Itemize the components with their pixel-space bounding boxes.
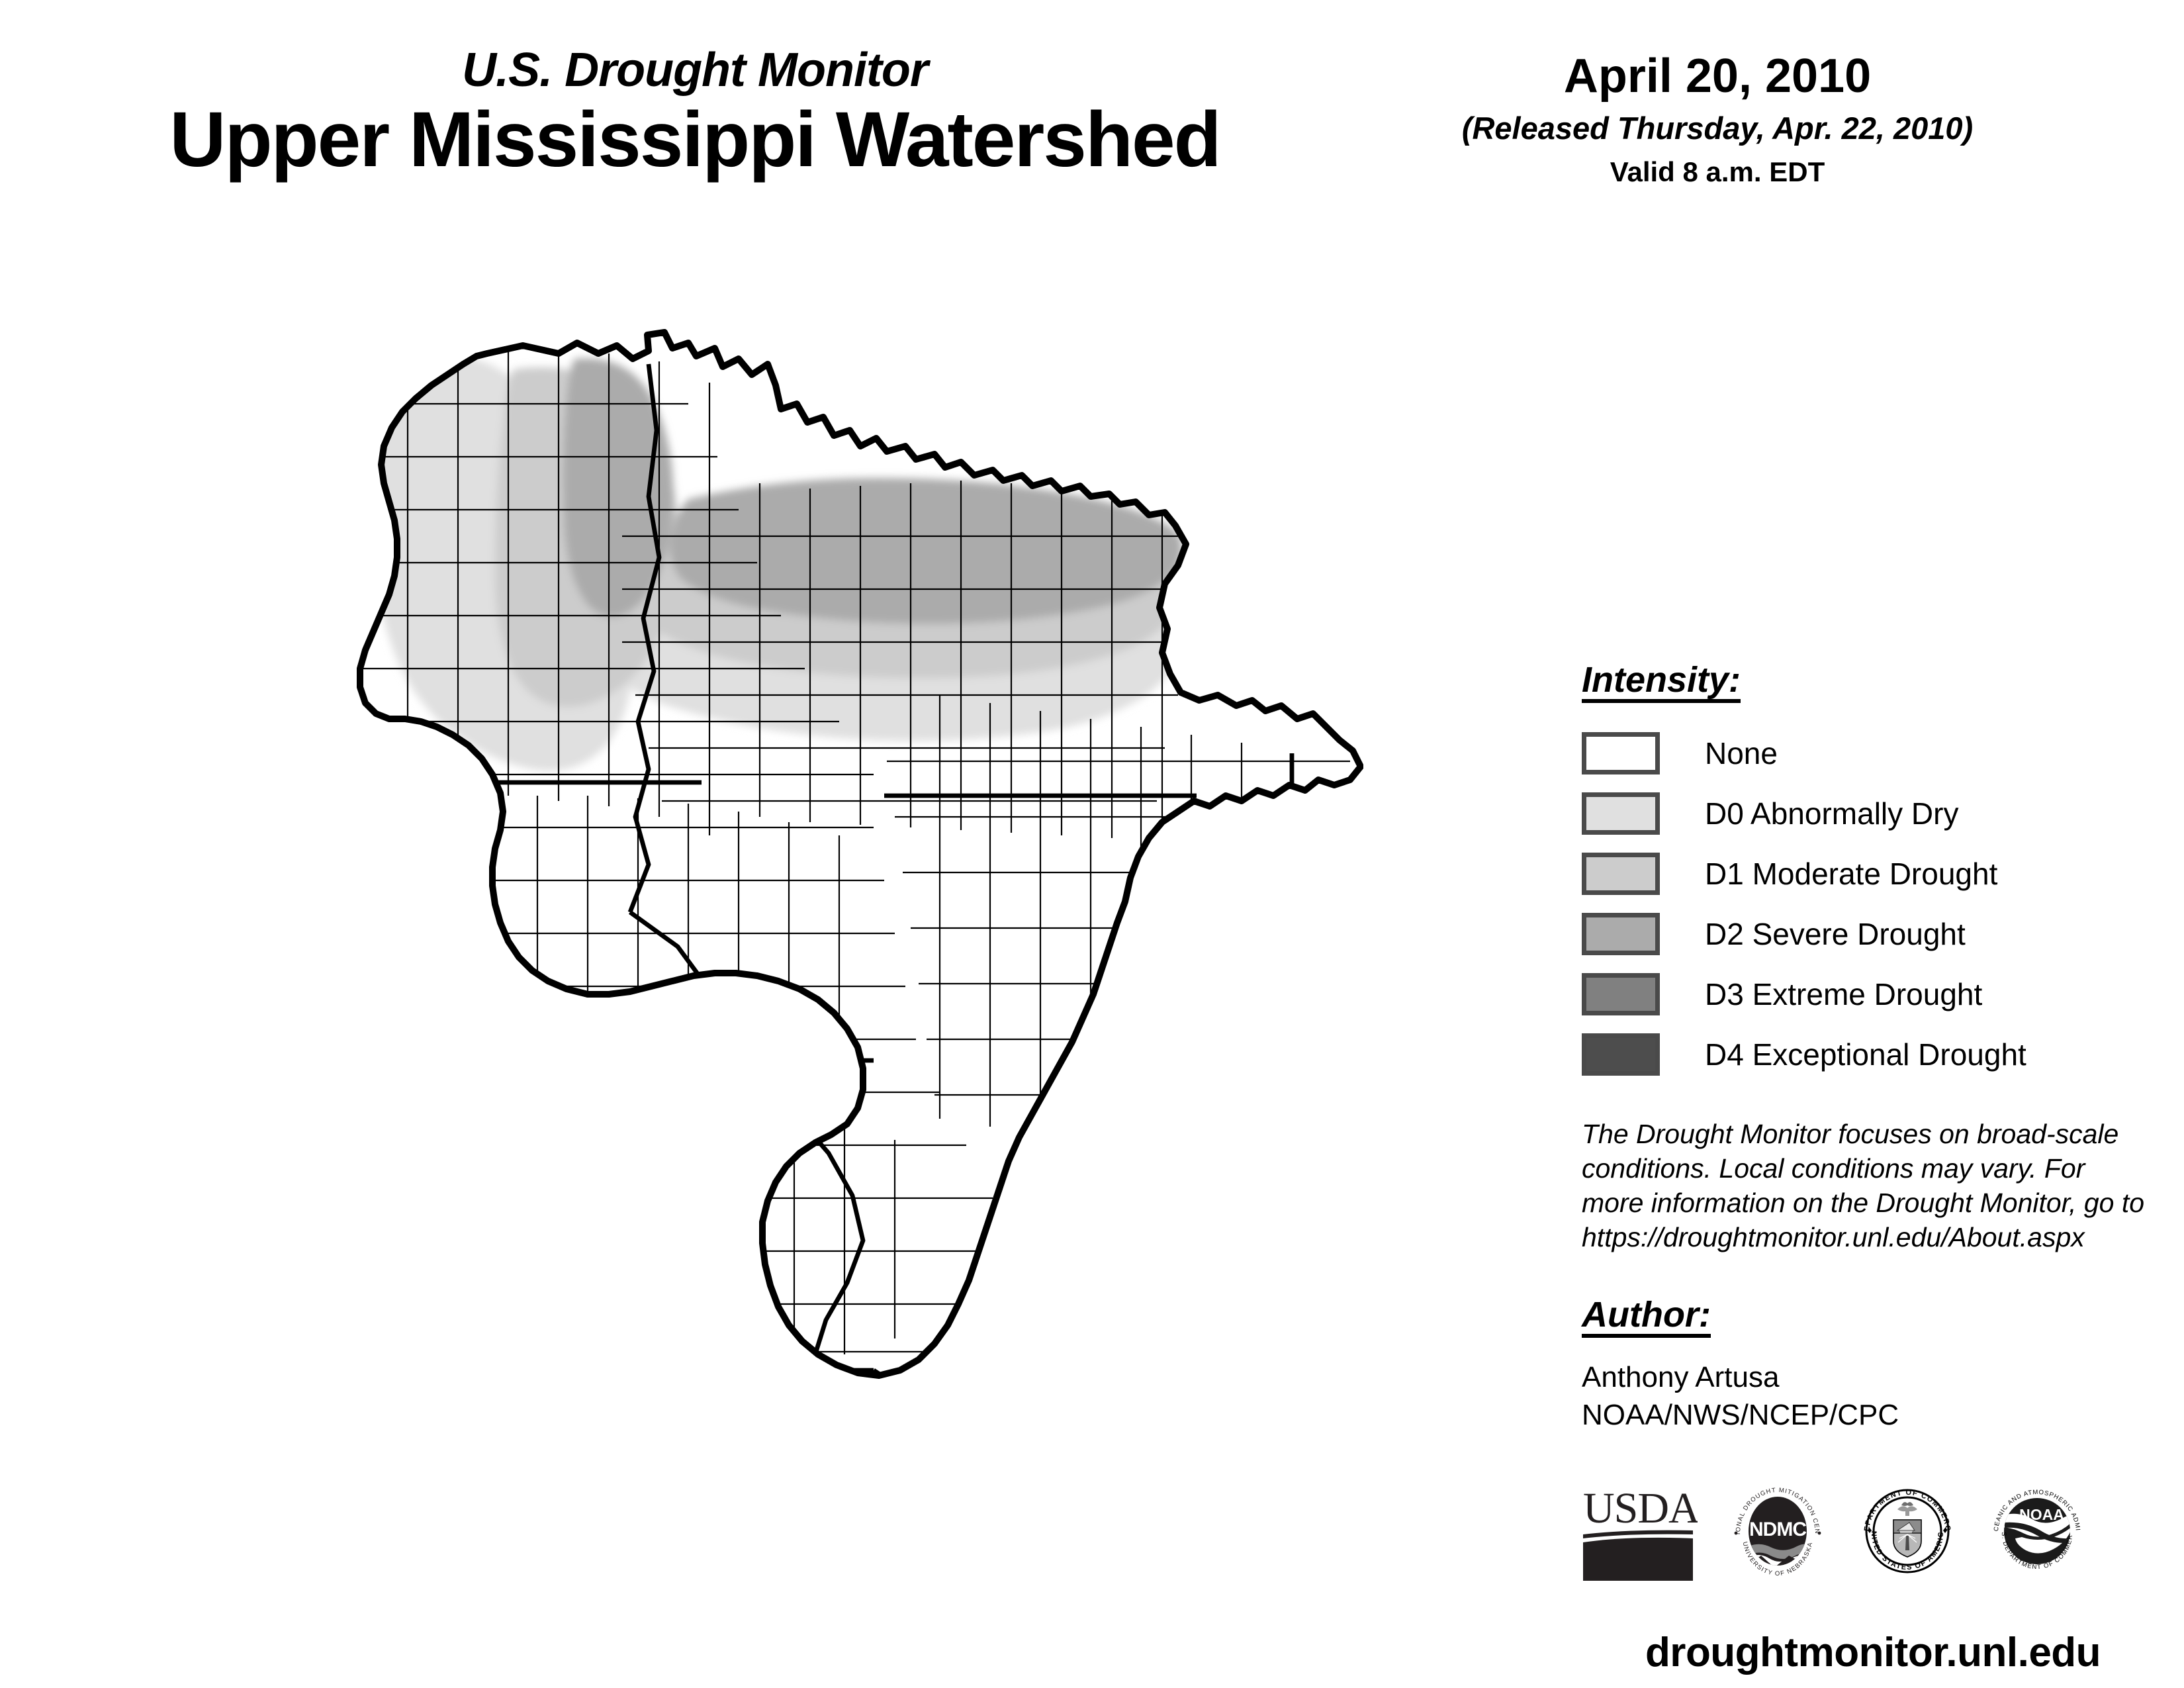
legend-row-d2[interactable]: D2 Severe Drought bbox=[1575, 910, 2171, 958]
map-svg[interactable] bbox=[251, 324, 1363, 1642]
author-affiliation: NOAA/NWS/NCEP/CPC bbox=[1582, 1398, 1899, 1431]
legend-label-d3: D3 Extreme Drought bbox=[1705, 977, 1983, 1011]
legend-label-d0: D0 Abnormally Dry bbox=[1705, 796, 1959, 831]
ndmc-logo[interactable]: NATIONAL DROUGHT MITIGATION CENTER UNIVE… bbox=[1725, 1476, 1827, 1584]
logo-row: USDA NATIONAL DROUGHT bbox=[1582, 1476, 2171, 1584]
svg-text:USDA: USDA bbox=[1583, 1484, 1698, 1532]
svg-text:NDMC: NDMC bbox=[1749, 1519, 1806, 1540]
drought-map[interactable] bbox=[251, 324, 1363, 1642]
author-heading: Author: bbox=[1582, 1297, 1711, 1338]
legend-swatch-d4 bbox=[1582, 1033, 1660, 1076]
supertitle: U.S. Drought Monitor bbox=[462, 44, 929, 97]
valid-time: Valid 8 a.m. EDT bbox=[1610, 156, 1825, 188]
intensity-heading: Intensity: bbox=[1582, 662, 1741, 703]
watershed-outline bbox=[357, 329, 1363, 1379]
region-d2-northeast-minnesota bbox=[563, 358, 674, 617]
legend-label-none: None bbox=[1705, 736, 1778, 771]
legend-label-d4: D4 Exceptional Drought bbox=[1705, 1037, 2026, 1072]
page-title: Upper Mississippi Watershed bbox=[169, 96, 1221, 183]
intensity-legend: None D0 Abnormally Dry D1 Moderate Droug… bbox=[1575, 729, 2171, 1078]
author-name: Anthony Artusa bbox=[1582, 1361, 1780, 1394]
site-url[interactable]: droughtmonitor.unl.edu bbox=[1645, 1629, 2101, 1675]
legend-row-none[interactable]: None bbox=[1575, 729, 2171, 777]
legend-swatch-d3 bbox=[1582, 973, 1660, 1015]
department-of-commerce-seal[interactable]: DEPARTMENT OF COMMERCE UNITED STATES OF … bbox=[1854, 1476, 1957, 1584]
region-d2-far-north-wisconsin bbox=[670, 478, 1183, 624]
legend-swatch-none bbox=[1582, 732, 1660, 774]
usda-logo[interactable]: USDA bbox=[1582, 1481, 1701, 1584]
map-date: April 20, 2010 bbox=[1563, 50, 1872, 103]
legend-row-d3[interactable]: D3 Extreme Drought bbox=[1575, 970, 2171, 1018]
disclaimer-text: The Drought Monitor focuses on broad-sca… bbox=[1582, 1119, 2145, 1253]
legend-swatch-d0 bbox=[1582, 792, 1660, 835]
legend-row-d1[interactable]: D1 Moderate Drought bbox=[1575, 850, 2171, 898]
page-header: U.S. Drought Monitor Upper Mississippi W… bbox=[0, 0, 2184, 265]
author-block: Anthony Artusa NOAA/NWS/NCEP/CPC bbox=[1582, 1359, 2171, 1434]
legend-row-d4[interactable]: D4 Exceptional Drought bbox=[1575, 1031, 2171, 1078]
legend-swatch-d1 bbox=[1582, 853, 1660, 895]
title-block: U.S. Drought Monitor Upper Mississippi W… bbox=[66, 46, 1324, 181]
legend-row-d0[interactable]: D0 Abnormally Dry bbox=[1575, 790, 2171, 837]
date-block: April 20, 2010 (Released Thursday, Apr. … bbox=[1443, 50, 1992, 188]
legend-label-d1: D1 Moderate Drought bbox=[1705, 857, 1998, 891]
noaa-logo[interactable]: NATIONAL OCEANIC AND ATMOSPHERIC ADMINIS… bbox=[1985, 1476, 2087, 1584]
release-date: (Released Thursday, Apr. 22, 2010) bbox=[1461, 110, 1974, 146]
legend-swatch-d2 bbox=[1582, 913, 1660, 955]
legend-label-d2: D2 Severe Drought bbox=[1705, 917, 1966, 951]
svg-text:NOAA: NOAA bbox=[2019, 1506, 2064, 1523]
side-panel: Intensity: None D0 Abnormally Dry D1 Mod… bbox=[1575, 662, 2171, 1676]
